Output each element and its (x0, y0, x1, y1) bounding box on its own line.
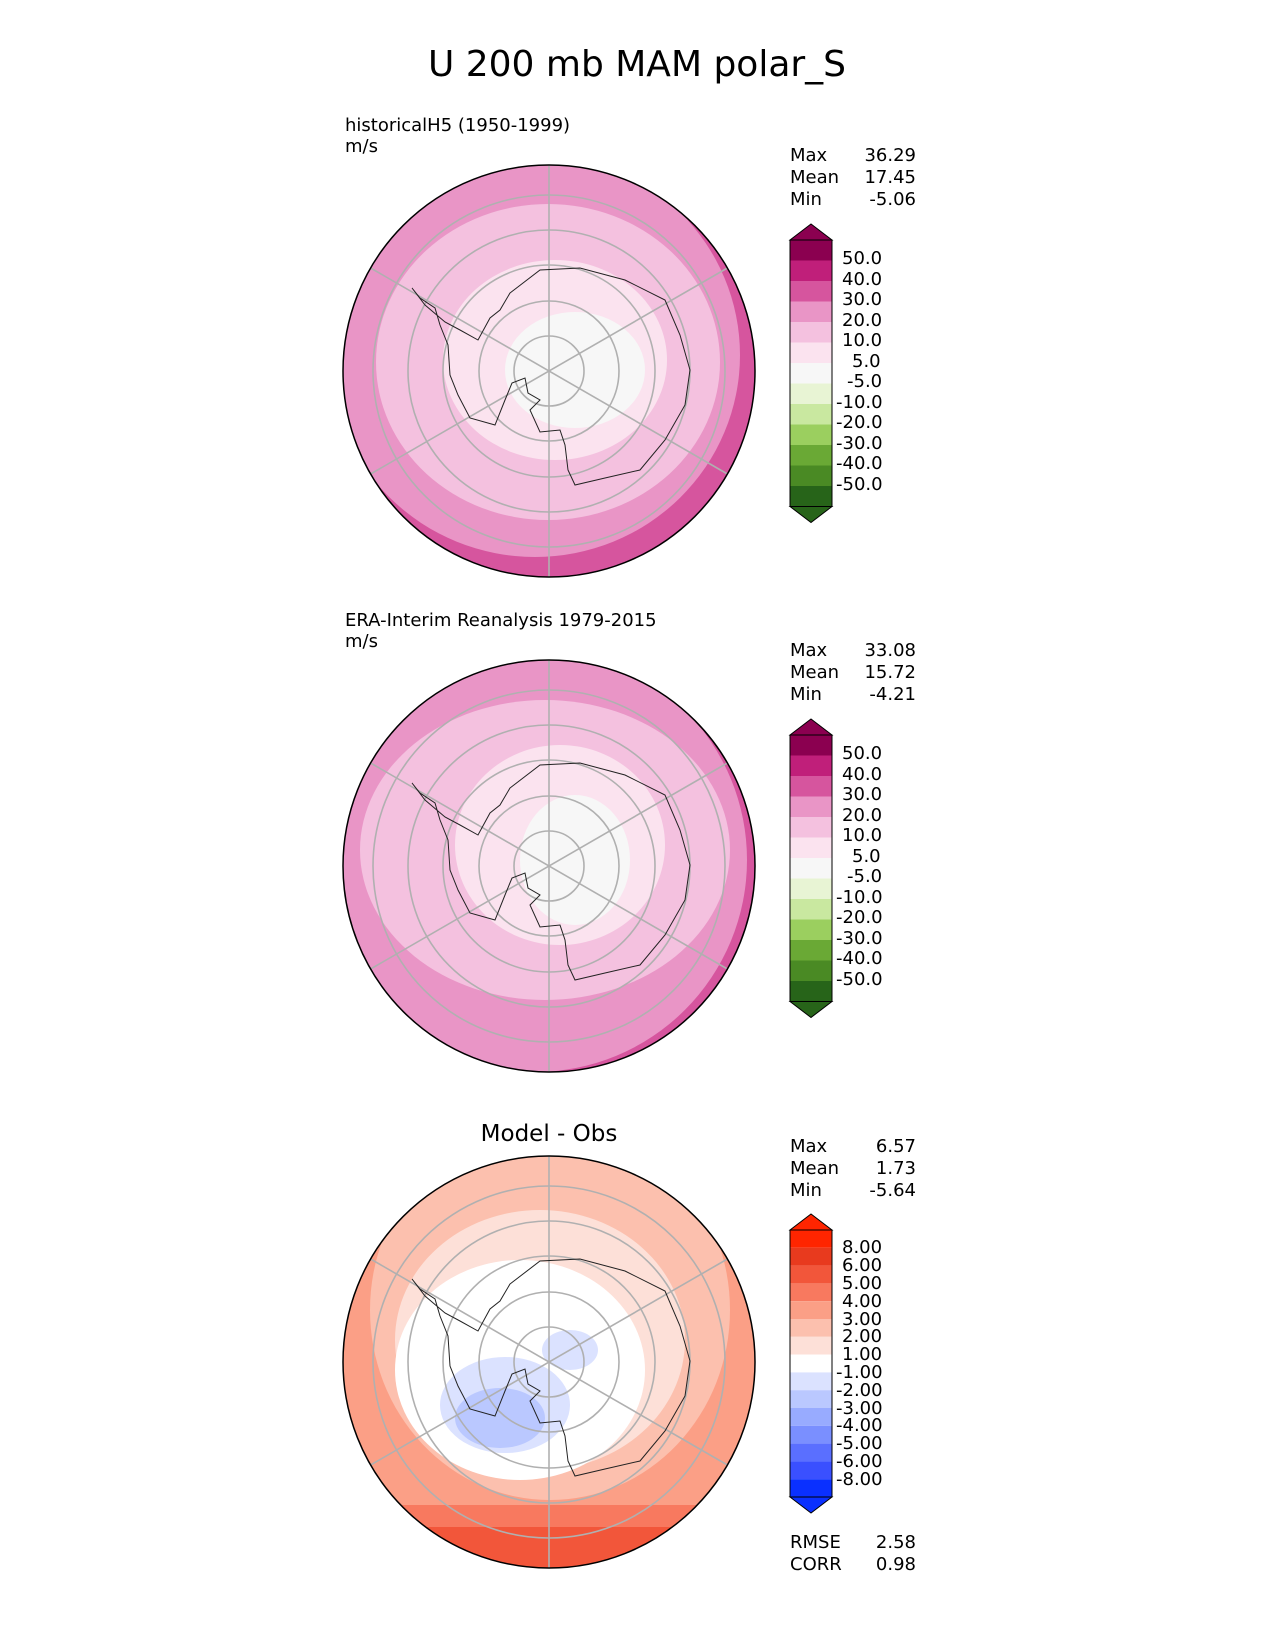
cb1-tick: -10.0 (836, 392, 883, 413)
cb3-tick: 4.00 (842, 1291, 882, 1312)
cb1-tick: 50.0 (842, 248, 882, 269)
field-band-neutral (520, 795, 630, 925)
panel-obs-coastline (411, 762, 691, 981)
panel-model-min: -5.06 (869, 189, 916, 210)
svg-text:Max: Max (790, 145, 828, 166)
cb2-tick: 10.0 (842, 825, 882, 846)
cb1-tick: 40.0 (842, 269, 882, 290)
panel-obs-mean: 15.72 (864, 662, 916, 683)
cb3-tick: 1.00 (842, 1344, 882, 1365)
cb3-tick: -2.00 (836, 1380, 883, 1401)
svg-text:Min: Min (790, 189, 822, 210)
cb2-tick: -10.0 (836, 887, 883, 908)
cb3-tick: 2.00 (842, 1326, 882, 1347)
panel-obs-colorbar-ticks: 50.0 40.0 30.0 20.0 10.0 5.0 -5.0 -10.0 … (836, 743, 883, 990)
panel-diff-coastline (411, 1258, 691, 1477)
cb2-tick: 5.0 (852, 846, 881, 867)
panel-model-stats: Max 36.29 Mean 17.45 Min -5.06 (790, 145, 916, 210)
panel-diff-boundary (342, 1155, 756, 1569)
cb1-tick: 30.0 (842, 289, 882, 310)
panel-diff-min: -5.64 (869, 1180, 916, 1201)
cb1-tick: -30.0 (836, 433, 883, 454)
cb2-tick: -20.0 (836, 907, 883, 928)
cb1-tick: 10.0 (842, 330, 882, 351)
panel-diff-mean: 1.73 (876, 1158, 916, 1179)
svg-text:Mean: Mean (790, 662, 839, 683)
panel-model-mean: 17.45 (864, 167, 916, 188)
cb2-tick: -50.0 (836, 969, 883, 990)
cb1-tick: 5.0 (852, 351, 881, 372)
cb3-tick: -5.00 (836, 1433, 883, 1454)
diff-band-5-6 (343, 1525, 755, 1568)
cb2-tick: -30.0 (836, 928, 883, 949)
svg-text:Min: Min (790, 1180, 822, 1201)
panel-obs-stats: Max 33.08 Mean 15.72 Min -4.21 (790, 640, 916, 705)
panel-diff-corr: 0.98 (876, 1554, 916, 1575)
panel-model-graticule (370, 165, 728, 577)
panel-model-title: historicalH5 (1950-1999) (345, 115, 570, 136)
panel-model-units: m/s (345, 136, 378, 157)
cb3-tick: -3.00 (836, 1398, 883, 1419)
cb3-tick: 5.00 (842, 1273, 882, 1294)
cb1-tick: -5.0 (847, 371, 882, 392)
panel-diff-title: Model - Obs (481, 1121, 618, 1147)
cb2-tick: 30.0 (842, 784, 882, 805)
panel-diff: Model - Obs Max 6.57 Mean 1.73 (342, 1121, 916, 1575)
cb1-tick: -40.0 (836, 453, 883, 474)
cb2-tick: -5.0 (847, 866, 882, 887)
panel-obs-boundary (342, 659, 756, 1073)
panel-diff-graticule (370, 1156, 728, 1568)
panel-obs-units: m/s (345, 631, 378, 652)
svg-text:Mean: Mean (790, 167, 839, 188)
panel-model: historicalH5 (1950-1999) m/s Max 36.29 M… (342, 115, 916, 578)
svg-text:Max: Max (790, 640, 828, 661)
cb3-tick: -6.00 (836, 1451, 883, 1472)
svg-text:CORR: CORR (790, 1554, 842, 1575)
svg-text:RMSE: RMSE (790, 1532, 841, 1553)
cb3-tick: -1.00 (836, 1362, 883, 1383)
cb3-tick: -4.00 (836, 1415, 883, 1436)
panel-obs-title: ERA-Interim Reanalysis 1979-2015 (345, 610, 657, 631)
cb3-tick: 8.00 (842, 1237, 882, 1258)
cb3-tick: 6.00 (842, 1255, 882, 1276)
cb1-tick: -20.0 (836, 412, 883, 433)
svg-text:Max: Max (790, 1136, 828, 1157)
panel-obs-max: 33.08 (864, 640, 916, 661)
figure-title: U 200 mb MAM polar_S (428, 44, 846, 85)
panel-obs: ERA-Interim Reanalysis 1979-2015 m/s Max… (342, 610, 916, 1073)
cb2-tick: -40.0 (836, 948, 883, 969)
field-band-neutral (505, 312, 645, 428)
panel-obs-min: -4.21 (869, 684, 916, 705)
cb2-tick: 20.0 (842, 805, 882, 826)
panel-diff-metrics: RMSE 2.58 CORR 0.98 (790, 1532, 916, 1575)
panel-model-colorbar-ticks: 50.0 40.0 30.0 20.0 10.0 5.0 -5.0 -10.0 … (836, 248, 883, 495)
panel-model-coastline (411, 267, 691, 486)
svg-text:Mean: Mean (790, 1158, 839, 1179)
panel-obs-colorbar: 50.0 40.0 30.0 20.0 10.0 5.0 -5.0 -10.0 … (788, 718, 883, 1019)
panel-diff-stats: Max 6.57 Mean 1.73 Min -5.64 (790, 1136, 916, 1201)
cb3-tick: -8.00 (836, 1469, 883, 1490)
panel-diff-max: 6.57 (876, 1136, 916, 1157)
panel-model-boundary (342, 164, 756, 578)
panel-model-colorbar: 50.0 40.0 30.0 20.0 10.0 5.0 -5.0 -10.0 … (788, 223, 883, 524)
panel-diff-colorbar: 8.00 6.00 5.00 4.00 3.00 2.00 1.00 -1.00… (788, 1213, 883, 1514)
panel-diff-rmse: 2.58 (876, 1532, 916, 1553)
cb2-tick: 50.0 (842, 743, 882, 764)
cb1-tick: -50.0 (836, 474, 883, 495)
panel-diff-colorbar-ticks: 8.00 6.00 5.00 4.00 3.00 2.00 1.00 -1.00… (836, 1237, 883, 1490)
cb3-tick: 3.00 (842, 1309, 882, 1330)
panel-model-max: 36.29 (864, 145, 916, 166)
diff-band-neg2-neg3 (455, 1388, 545, 1448)
cb2-tick: 40.0 (842, 764, 882, 785)
svg-text:Min: Min (790, 684, 822, 705)
cb1-tick: 20.0 (842, 310, 882, 331)
